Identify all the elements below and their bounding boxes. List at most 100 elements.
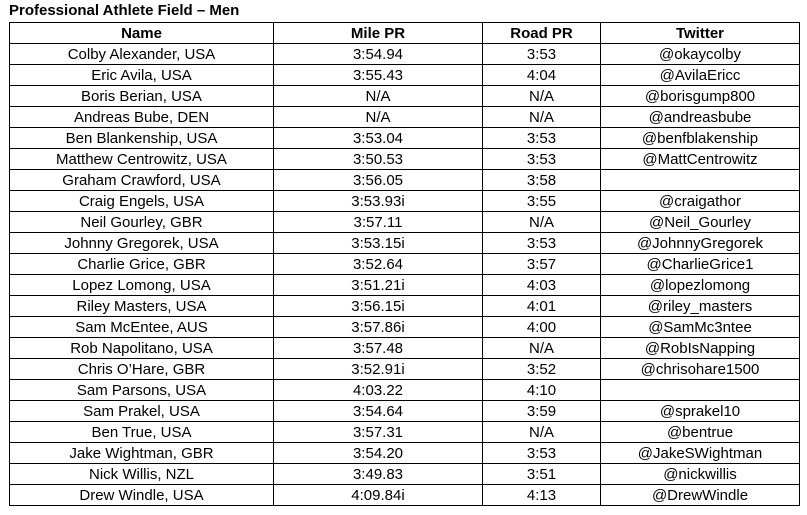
mile-pr-cell: 3:51.21i [273, 274, 483, 296]
mile-pr-cell: 3:53.04 [273, 127, 483, 149]
mile-pr-cell: 4:09.84i [273, 484, 483, 506]
road-pr-cell: N/A [482, 85, 601, 107]
mile-pr-cell: N/A [273, 85, 483, 107]
mile-pr-cell: 3:57.11 [273, 211, 483, 233]
road-pr-cell: 3:53 [482, 442, 601, 464]
table-row: Eric Avila, USA 3:55.43 4:04 @AvilaEricc [9, 64, 800, 86]
athlete-name-cell: Chris O’Hare, GBR [9, 358, 274, 380]
athlete-name-cell: Johnny Gregorek, USA [9, 232, 274, 254]
table-row: Sam Prakel, USA 3:54.64 3:59 @sprakel10 [9, 400, 800, 422]
table-row: Andreas Bube, DEN N/A N/A @andreasbube [9, 106, 800, 128]
twitter-cell: @chrisohare1500 [600, 358, 800, 380]
athlete-name-cell: Eric Avila, USA [9, 64, 274, 86]
twitter-cell: @JohnnyGregorek [600, 232, 800, 254]
mile-pr-cell: 3:49.83 [273, 463, 483, 485]
road-pr-cell: N/A [482, 337, 601, 359]
road-pr-cell: 4:10 [482, 379, 601, 401]
table-row: Riley Masters, USA 3:56.15i 4:01 @riley_… [9, 295, 800, 317]
twitter-cell: @lopezlomong [600, 274, 800, 296]
mile-pr-cell: 3:54.94 [273, 43, 483, 65]
athlete-name-cell: Boris Berian, USA [9, 85, 274, 107]
road-pr-cell: 4:04 [482, 64, 601, 86]
twitter-cell [600, 169, 800, 191]
table-row: Graham Crawford, USA 3:56.05 3:58 [9, 169, 800, 191]
twitter-cell: @JakeSWightman [600, 442, 800, 464]
mile-pr-cell: 3:57.48 [273, 337, 483, 359]
mile-pr-cell: 3:53.15i [273, 232, 483, 254]
athlete-name-cell: Matthew Centrowitz, USA [9, 148, 274, 170]
table-row: Charlie Grice, GBR 3:52.64 3:57 @Charlie… [9, 253, 800, 275]
twitter-cell: @andreasbube [600, 106, 800, 128]
mile-pr-cell: 4:03.22 [273, 379, 483, 401]
twitter-cell: @benfblakenship [600, 127, 800, 149]
twitter-cell: @DrewWindle [600, 484, 800, 506]
road-pr-cell: 3:53 [482, 43, 601, 65]
road-pr-cell: 3:53 [482, 127, 601, 149]
header-row: Name Mile PR Road PR Twitter [9, 22, 800, 44]
twitter-cell: @AvilaEricc [600, 64, 800, 86]
road-pr-cell: 3:53 [482, 148, 601, 170]
mile-pr-cell: N/A [273, 106, 483, 128]
road-pr-cell: 3:53 [482, 232, 601, 254]
athlete-name-cell: Graham Crawford, USA [9, 169, 274, 191]
table-row: Craig Engels, USA 3:53.93i 3:55 @craigat… [9, 190, 800, 212]
mile-pr-cell: 3:57.31 [273, 421, 483, 443]
road-pr-cell: N/A [482, 211, 601, 233]
road-pr-cell: 4:01 [482, 295, 601, 317]
athlete-name-cell: Colby Alexander, USA [9, 43, 274, 65]
road-pr-cell: N/A [482, 106, 601, 128]
athlete-name-cell: Craig Engels, USA [9, 190, 274, 212]
column-header-road-pr: Road PR [482, 22, 601, 44]
twitter-cell [600, 379, 800, 401]
table-row: Boris Berian, USA N/A N/A @borisgump800 [9, 85, 800, 107]
road-pr-cell: 3:57 [482, 253, 601, 275]
twitter-cell: @Neil_Gourley [600, 211, 800, 233]
column-header-mile-pr: Mile PR [273, 22, 483, 44]
athlete-name-cell: Sam Parsons, USA [9, 379, 274, 401]
document-title: Professional Athlete Field – Men [9, 2, 240, 19]
road-pr-cell: 4:13 [482, 484, 601, 506]
athlete-name-cell: Sam Prakel, USA [9, 400, 274, 422]
table-row: Neil Gourley, GBR 3:57.11 N/A @Neil_Gour… [9, 211, 800, 233]
athlete-name-cell: Ben Blankenship, USA [9, 127, 274, 149]
column-header-name: Name [9, 22, 274, 44]
road-pr-cell: 4:03 [482, 274, 601, 296]
mile-pr-cell: 3:52.64 [273, 253, 483, 275]
road-pr-cell: 4:00 [482, 316, 601, 338]
athlete-name-cell: Andreas Bube, DEN [9, 106, 274, 128]
table-row: Colby Alexander, USA 3:54.94 3:53 @okayc… [9, 43, 800, 65]
athlete-name-cell: Rob Napolitano, USA [9, 337, 274, 359]
athlete-name-cell: Drew Windle, USA [9, 484, 274, 506]
mile-pr-cell: 3:55.43 [273, 64, 483, 86]
twitter-cell: @bentrue [600, 421, 800, 443]
table-row: Ben True, USA 3:57.31 N/A @bentrue [9, 421, 800, 443]
athlete-name-cell: Jake Wightman, GBR [9, 442, 274, 464]
twitter-cell: @borisgump800 [600, 85, 800, 107]
athlete-name-cell: Ben True, USA [9, 421, 274, 443]
athlete-name-cell: Riley Masters, USA [9, 295, 274, 317]
table-row: Drew Windle, USA 4:09.84i 4:13 @DrewWind… [9, 484, 800, 506]
mile-pr-cell: 3:56.05 [273, 169, 483, 191]
mile-pr-cell: 3:52.91i [273, 358, 483, 380]
table-row: Sam Parsons, USA 4:03.22 4:10 [9, 379, 800, 401]
road-pr-cell: 3:59 [482, 400, 601, 422]
table-row: Johnny Gregorek, USA 3:53.15i 3:53 @John… [9, 232, 800, 254]
athlete-name-cell: Nick Willis, NZL [9, 463, 274, 485]
twitter-cell: @CharlieGrice1 [600, 253, 800, 275]
column-header-twitter: Twitter [600, 22, 800, 44]
twitter-cell: @sprakel10 [600, 400, 800, 422]
athlete-name-cell: Neil Gourley, GBR [9, 211, 274, 233]
mile-pr-cell: 3:54.20 [273, 442, 483, 464]
table-row: Chris O’Hare, GBR 3:52.91i 3:52 @chrisoh… [9, 358, 800, 380]
road-pr-cell: 3:52 [482, 358, 601, 380]
twitter-cell: @RobIsNapping [600, 337, 800, 359]
table-row: Jake Wightman, GBR 3:54.20 3:53 @JakeSWi… [9, 442, 800, 464]
table-row: Lopez Lomong, USA 3:51.21i 4:03 @lopezlo… [9, 274, 800, 296]
athlete-name-cell: Lopez Lomong, USA [9, 274, 274, 296]
athlete-table: Name Mile PR Road PR Twitter Colby Alexa… [9, 22, 800, 506]
twitter-cell: @okaycolby [600, 43, 800, 65]
road-pr-cell: 3:55 [482, 190, 601, 212]
table-row: Sam McEntee, AUS 3:57.86i 4:00 @SamMc3nt… [9, 316, 800, 338]
mile-pr-cell: 3:54.64 [273, 400, 483, 422]
twitter-cell: @MattCentrowitz [600, 148, 800, 170]
